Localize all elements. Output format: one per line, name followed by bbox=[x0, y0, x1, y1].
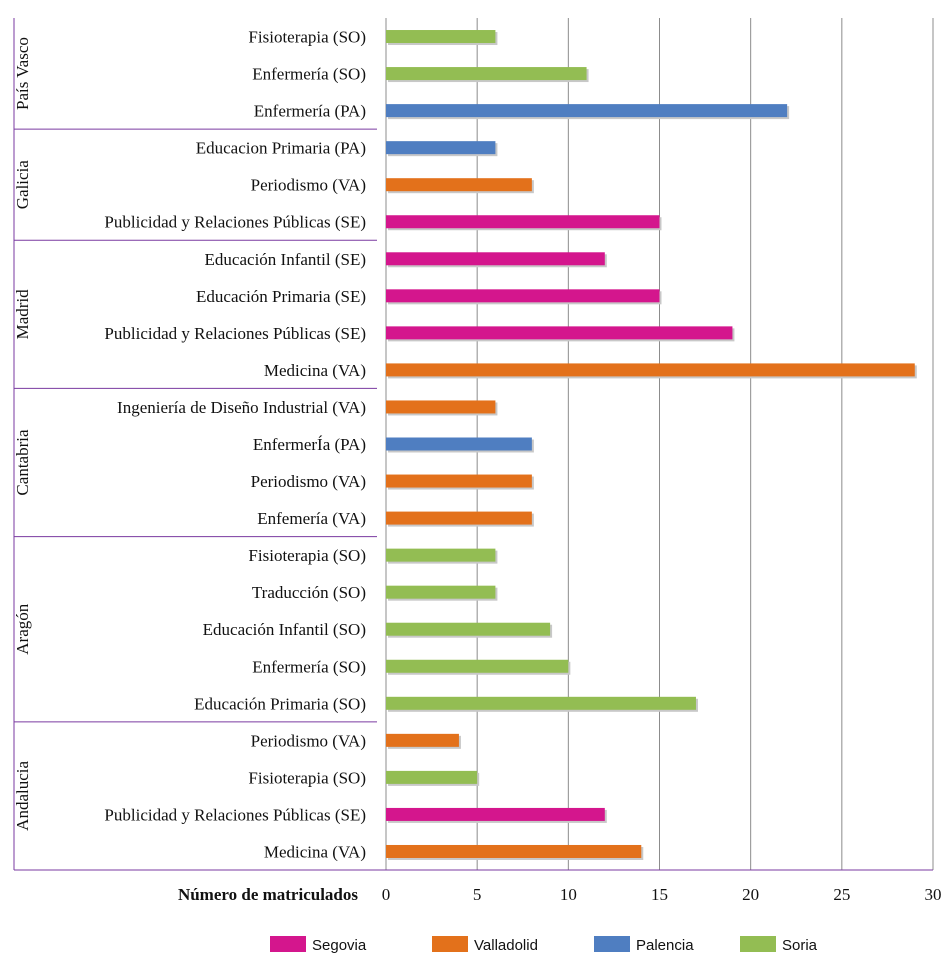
legend-label: Segovia bbox=[312, 937, 367, 954]
bar-segovia bbox=[386, 289, 660, 303]
bar-valladolid bbox=[386, 363, 915, 377]
category-label: Fisioterapia (SO) bbox=[248, 768, 366, 787]
category-label: Educación Infantil (SE) bbox=[205, 250, 366, 269]
x-tick-label: 5 bbox=[473, 885, 482, 904]
category-label: Publicidad y Relaciones Públicas (SE) bbox=[104, 805, 366, 824]
bar-segovia bbox=[386, 215, 660, 229]
category-label: Ingeniería de Diseño Industrial (VA) bbox=[117, 398, 366, 417]
x-axis: Número de matriculados 0 5 10 15 20 25 30 bbox=[14, 869, 942, 904]
bar-segovia bbox=[386, 326, 733, 340]
legend-swatch-soria bbox=[740, 936, 776, 952]
group-label: Madrid bbox=[13, 289, 32, 340]
bar-valladolid bbox=[386, 400, 496, 414]
group-label: País Vasco bbox=[13, 37, 32, 110]
category-label: Traducción (SO) bbox=[252, 583, 366, 602]
legend-swatch-valladolid bbox=[432, 936, 468, 952]
x-tick-label: 0 bbox=[382, 885, 391, 904]
category-label: Periodismo (VA) bbox=[251, 472, 366, 491]
category-label: Enfermería (SO) bbox=[252, 657, 366, 676]
category-label: Periodismo (VA) bbox=[251, 731, 366, 750]
category-label: Enfermería (SO) bbox=[252, 65, 366, 84]
category-label: Educación Infantil (SO) bbox=[203, 620, 366, 639]
category-label: Educación Primaria (SO) bbox=[194, 694, 366, 713]
x-axis-title: Número de matriculados bbox=[178, 885, 358, 904]
bar-soria bbox=[386, 67, 587, 81]
x-tick-label: 30 bbox=[925, 885, 942, 904]
bar-segovia bbox=[386, 252, 605, 266]
bar-palencia bbox=[386, 141, 496, 155]
x-tick-label: 25 bbox=[833, 885, 850, 904]
legend-swatch-segovia bbox=[270, 936, 306, 952]
bar-valladolid bbox=[386, 474, 532, 488]
legend-label: Soria bbox=[782, 937, 818, 954]
bar-soria bbox=[386, 696, 696, 710]
bar-soria bbox=[386, 548, 496, 562]
group-label: Cantabria bbox=[13, 429, 32, 496]
category-label: Publicidad y Relaciones Públicas (SE) bbox=[104, 324, 366, 343]
category-label: Publicidad y Relaciones Públicas (SE) bbox=[104, 213, 366, 232]
category-label: Enfemería (VA) bbox=[257, 509, 366, 528]
group-label: Aragón bbox=[13, 603, 32, 654]
category-label: Educación Primaria (SE) bbox=[196, 287, 366, 306]
x-tick-label: 20 bbox=[742, 885, 759, 904]
group-label: Andalucia bbox=[13, 761, 32, 831]
gridlines bbox=[385, 18, 934, 870]
legend-label: Valladolid bbox=[474, 937, 538, 954]
legend: Segovia Valladolid Palencia Soria bbox=[270, 936, 818, 954]
group-labels: País Vasco Galicia Madrid Cantabria Aragón An… bbox=[13, 18, 377, 870]
category-label: Medicina (VA) bbox=[264, 361, 366, 380]
bar-soria bbox=[386, 585, 496, 599]
bar-soria bbox=[386, 622, 551, 636]
category-label: Fisioterapia (SO) bbox=[248, 28, 366, 47]
legend-swatch-palencia bbox=[594, 936, 630, 952]
bar-valladolid bbox=[386, 178, 532, 192]
x-tick-label: 10 bbox=[560, 885, 577, 904]
category-labels: Fisioterapia (SO) Enfermería (SO) Enfermer… bbox=[104, 28, 366, 862]
category-label: Periodismo (VA) bbox=[251, 176, 366, 195]
group-label: Galicia bbox=[13, 160, 32, 210]
bar-soria bbox=[386, 770, 478, 784]
x-tick-label: 15 bbox=[651, 885, 668, 904]
legend-label: Palencia bbox=[636, 937, 694, 954]
bar-palencia bbox=[386, 437, 532, 451]
bar-valladolid bbox=[386, 511, 532, 525]
category-label: Fisioterapia (SO) bbox=[248, 546, 366, 565]
category-label: Enfermería (PA) bbox=[254, 102, 366, 121]
category-label: Medicina (VA) bbox=[264, 842, 366, 861]
category-label: Educacion Primaria (PA) bbox=[196, 139, 366, 158]
bar-valladolid bbox=[386, 733, 459, 747]
bar-soria bbox=[386, 30, 496, 44]
bars bbox=[386, 30, 917, 860]
bar-valladolid bbox=[386, 844, 642, 858]
bar-palencia bbox=[386, 104, 788, 118]
bar-segovia bbox=[386, 807, 605, 821]
bar-soria bbox=[386, 659, 569, 673]
category-label: EnfermerÍa (PA) bbox=[253, 435, 366, 454]
